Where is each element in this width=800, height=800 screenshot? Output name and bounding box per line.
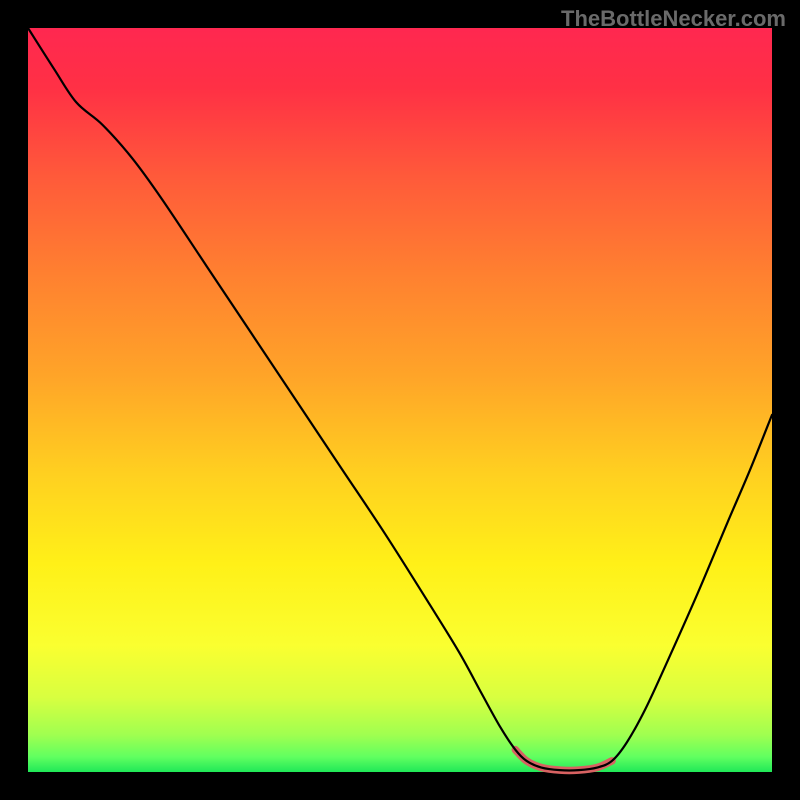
plot-background (28, 28, 772, 772)
bottleneck-curve-chart (0, 0, 800, 800)
watermark-text: TheBottleNecker.com (561, 6, 786, 32)
chart-container: TheBottleNecker.com (0, 0, 800, 800)
